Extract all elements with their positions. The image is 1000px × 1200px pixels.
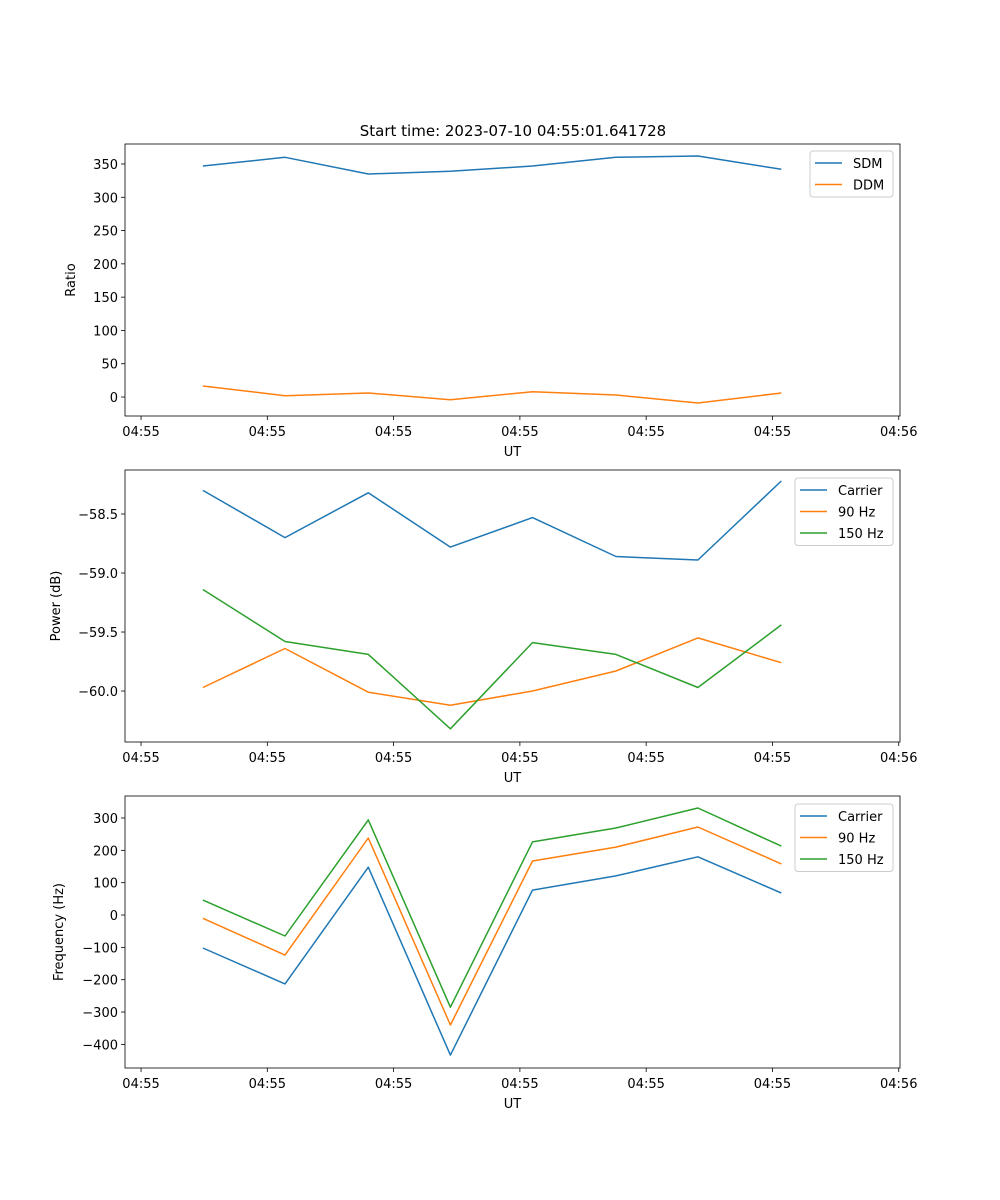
legend: SDM DDM	[809, 150, 894, 198]
legend-label: Carrier	[838, 810, 883, 825]
axes-frame	[124, 795, 901, 1069]
series-line-carrier	[202, 480, 782, 561]
y-tick-label: −400	[82, 1038, 118, 1053]
axes-frame	[124, 469, 901, 743]
x-tick-label: 04:55	[122, 425, 159, 440]
x-tick-label: 04:55	[375, 425, 412, 440]
series-line-150-hz	[202, 807, 782, 1008]
y-axis-label: Power (dB)	[49, 571, 64, 642]
legend-label: 90 Hz	[838, 832, 875, 847]
y-tick-label: 150	[93, 291, 118, 306]
x-tick-label: 04:55	[754, 425, 791, 440]
x-tick-label: 04:55	[627, 1077, 664, 1092]
y-tick-label: 350	[93, 158, 118, 173]
legend-label: DDM	[853, 179, 884, 194]
y-tick-label: 0	[110, 909, 118, 924]
legend-label: 90 Hz	[838, 506, 875, 521]
y-tick-label: 200	[93, 258, 118, 273]
panel-1: 04:55 04:55 04:55 04:55 04:55 04:55 04:56 0 50 10…	[64, 143, 917, 460]
legend: Carrier 90 Hz 150 Hz	[794, 803, 894, 872]
y-tick-label: 100	[93, 324, 118, 339]
panel-2: 04:55 04:55 04:55 04:55 04:55 04:55 04:56 −60.0…	[49, 469, 917, 786]
legend-label: 150 Hz	[838, 853, 884, 868]
y-tick-label: 50	[101, 358, 118, 373]
x-axis-label: UT	[504, 1097, 522, 1112]
series-line-ddm	[202, 385, 782, 404]
x-tick-label: 04:55	[249, 425, 286, 440]
x-axis-label: UT	[504, 771, 522, 786]
x-tick-label: 04:55	[249, 751, 286, 766]
x-tick-label: 04:55	[501, 751, 538, 766]
y-tick-label: −300	[82, 1006, 118, 1021]
series-line-90-hz	[202, 637, 782, 706]
x-tick-label: 04:55	[375, 751, 412, 766]
x-tick-label: 04:55	[249, 1077, 286, 1092]
legend-label: SDM	[853, 157, 882, 172]
y-tick-label: 200	[93, 844, 118, 859]
x-tick-label: 04:55	[122, 751, 159, 766]
x-axis-label: UT	[504, 445, 522, 460]
y-axis-label: Frequency (Hz)	[52, 883, 67, 981]
y-tick-label: 250	[93, 225, 118, 240]
series-line-150-hz	[202, 588, 782, 730]
y-tick-label: −58.5	[78, 508, 118, 523]
y-tick-label: 0	[110, 391, 118, 406]
axes-frame	[124, 143, 901, 417]
legend-label: Carrier	[838, 484, 883, 499]
legend: Carrier 90 Hz 150 Hz	[794, 477, 894, 546]
series-line-carrier	[202, 856, 782, 1056]
y-tick-label: 300	[93, 812, 118, 827]
x-tick-label: 04:55	[122, 1077, 159, 1092]
x-tick-label: 04:55	[627, 751, 664, 766]
series-line-sdm	[202, 155, 782, 175]
series-line-90-hz	[202, 826, 782, 1026]
x-tick-label: 04:56	[880, 1077, 917, 1092]
x-tick-label: 04:55	[627, 425, 664, 440]
legend-box	[794, 477, 894, 546]
legend-box	[794, 803, 894, 872]
x-tick-label: 04:55	[501, 1077, 538, 1092]
y-tick-label: −200	[82, 974, 118, 989]
x-tick-label: 04:55	[754, 1077, 791, 1092]
chart-title: Start time: 2023-07-10 04:55:01.641728	[360, 122, 666, 140]
x-tick-label: 04:55	[501, 425, 538, 440]
y-tick-label: −59.0	[78, 567, 118, 582]
panel-3: 04:55 04:55 04:55 04:55 04:55 04:55 04:56 −400 −…	[52, 795, 917, 1112]
x-tick-label: 04:55	[754, 751, 791, 766]
legend-label: 150 Hz	[838, 527, 884, 542]
y-tick-label: 300	[93, 191, 118, 206]
y-tick-label: −59.5	[78, 626, 118, 641]
y-tick-label: 100	[93, 877, 118, 892]
y-axis-label: Ratio	[64, 263, 79, 296]
x-tick-label: 04:56	[880, 425, 917, 440]
x-tick-label: 04:55	[375, 1077, 412, 1092]
y-tick-label: −100	[82, 941, 118, 956]
x-tick-label: 04:56	[880, 751, 917, 766]
y-tick-label: −60.0	[78, 685, 118, 700]
